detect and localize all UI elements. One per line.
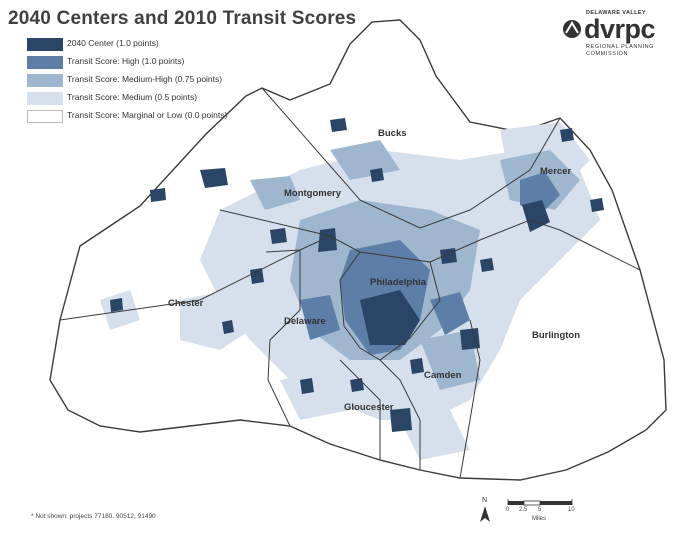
north-label: N: [482, 497, 487, 504]
county-label-chester: Chester: [168, 298, 204, 309]
legend-swatch: [27, 56, 63, 69]
scale-tick: 2.5: [519, 507, 528, 513]
county-label-camden: Camden: [424, 370, 462, 381]
map-title: 2040 Centers and 2010 Transit Scores: [8, 8, 357, 29]
legend-label: Transit Score: High (1.0 points): [67, 56, 185, 66]
logo-top-text: DELAWARE VALLEY: [586, 10, 646, 16]
legend-swatch: [27, 92, 63, 105]
centers-2040: [110, 118, 604, 432]
county-label-mercer: Mercer: [540, 166, 571, 177]
county-label-delaware: Delaware: [284, 316, 326, 327]
county-label-burlington: Burlington: [532, 330, 580, 341]
scale-tick: 5: [538, 507, 542, 513]
scale-unit: Miles: [532, 516, 547, 522]
legend-swatch: [27, 74, 63, 87]
county-label-montgomery: Montgomery: [284, 188, 342, 199]
legend-label: Transit Score: Marginal or Low (0.0 poin…: [67, 110, 228, 120]
scale-bar: 0 2.5 5 10 Miles: [500, 494, 610, 524]
scale-tick: 10: [568, 507, 575, 513]
scale-tick: 0: [506, 507, 510, 513]
county-label-philadelphia: Philadelphia: [370, 277, 427, 288]
county-label-gloucester: Gloucester: [344, 402, 394, 413]
legend-label: Transit Score: Medium (0.5 points): [67, 92, 198, 102]
county-label-bucks: Bucks: [378, 128, 407, 139]
logo-mark-icon: [563, 20, 581, 38]
legend-label: 2040 Center (1.0 points): [67, 38, 159, 48]
scale-bar-graphic: [507, 499, 573, 506]
dvrpc-logo: DELAWARE VALLEY dvrpc REGIONAL PLANNING …: [562, 10, 680, 62]
legend-label: Transit Score: Medium-High (0.75 points): [67, 74, 223, 84]
footnote: * Not shown: projects 77180, 90512, 9149…: [31, 513, 156, 520]
logo-subtitle: REGIONAL PLANNING COMMISSION: [586, 44, 655, 57]
legend-swatch: [27, 110, 63, 123]
county-boundaries: [59, 87, 641, 479]
legend-swatch: [27, 38, 63, 51]
north-arrow-icon: N: [480, 497, 490, 522]
logo-name: dvrpc: [584, 14, 656, 44]
